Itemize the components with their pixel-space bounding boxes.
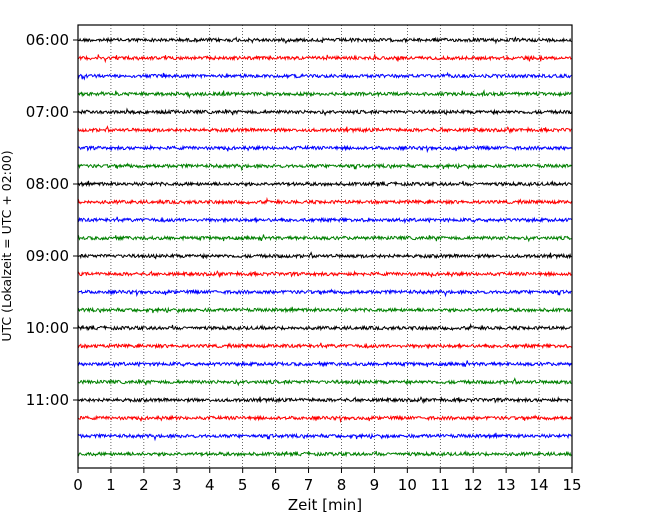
x-tick-label: 11 xyxy=(431,476,450,494)
trace-17 xyxy=(77,342,572,350)
trace-23 xyxy=(77,450,572,458)
trace-9 xyxy=(77,196,572,206)
grid-lines xyxy=(110,25,540,468)
trace-0 xyxy=(77,36,572,45)
x-axis: 0 1 2 3 4 5 6 7 8 9 10 11 12 13 14 15 xyxy=(73,468,582,494)
trace-22 xyxy=(77,432,572,442)
x-tick-label: 12 xyxy=(464,476,483,494)
x-tick-label: 8 xyxy=(337,476,347,494)
x-tick-label: 15 xyxy=(562,476,581,494)
y-tick-label: 10:00 xyxy=(26,319,69,337)
trace-14 xyxy=(77,288,572,298)
y-tick-label: 09:00 xyxy=(26,247,69,265)
x-tick-label: 7 xyxy=(304,476,314,494)
trace-20 xyxy=(77,396,572,405)
y-axis-label: UTC (Lokalzeit = UTC + 02:00) xyxy=(0,150,14,341)
trace-5 xyxy=(77,125,572,135)
trace-1 xyxy=(77,52,572,64)
trace-8 xyxy=(77,180,572,188)
trace-15 xyxy=(77,306,572,314)
y-tick-label: 06:00 xyxy=(26,31,69,49)
x-tick-label: 10 xyxy=(398,476,417,494)
trace-3 xyxy=(77,89,572,100)
x-tick-label: 9 xyxy=(370,476,380,494)
trace-16 xyxy=(77,322,572,332)
x-tick-label: 6 xyxy=(271,476,281,494)
x-tick-label: 5 xyxy=(238,476,248,494)
x-tick-label: 13 xyxy=(497,476,516,494)
trace-21 xyxy=(77,414,572,424)
trace-2 xyxy=(77,71,572,81)
y-tick-label: 07:00 xyxy=(26,103,69,121)
trace-10 xyxy=(77,216,572,224)
y-tick-label: 08:00 xyxy=(26,175,69,193)
traces xyxy=(77,36,572,458)
trace-7 xyxy=(77,162,572,172)
trace-6 xyxy=(77,144,572,154)
trace-12 xyxy=(77,251,572,260)
trace-19 xyxy=(77,377,572,387)
y-axis: 06:00 07:00 08:00 09:00 10:00 11:00 xyxy=(26,31,78,409)
x-tick-label: 4 xyxy=(205,476,215,494)
trace-18 xyxy=(77,360,572,368)
x-tick-label: 3 xyxy=(172,476,182,494)
trace-13 xyxy=(77,270,572,279)
y-tick-label: 11:00 xyxy=(26,391,69,409)
x-tick-label: 0 xyxy=(73,476,83,494)
trace-4 xyxy=(77,107,572,117)
x-axis-label: Zeit [min] xyxy=(288,496,362,514)
plot-frame xyxy=(77,24,573,469)
x-tick-label: 1 xyxy=(106,476,116,494)
x-tick-label: 2 xyxy=(139,476,149,494)
x-tick-label: 14 xyxy=(530,476,549,494)
trace-11 xyxy=(77,234,572,243)
